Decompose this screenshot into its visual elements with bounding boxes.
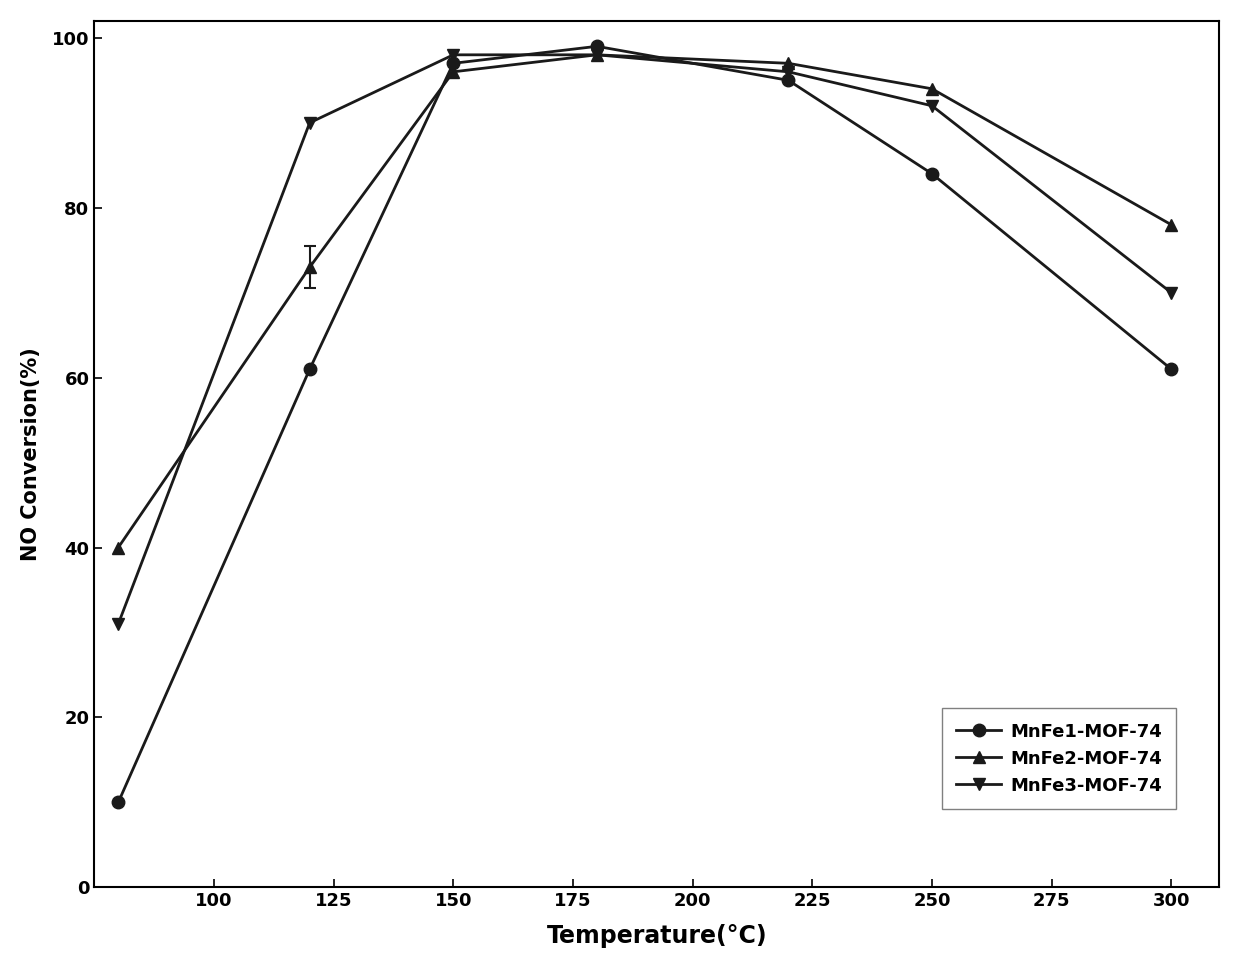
MnFe3-MOF-74 bbox=[1164, 287, 1179, 298]
MnFe2-MOF-74 bbox=[446, 66, 461, 78]
MnFe3-MOF-74 bbox=[925, 100, 940, 111]
Line: MnFe3-MOF-74: MnFe3-MOF-74 bbox=[112, 48, 1178, 630]
MnFe3-MOF-74 bbox=[589, 49, 604, 61]
MnFe1-MOF-74 bbox=[781, 75, 796, 86]
MnFe1-MOF-74 bbox=[1164, 363, 1179, 375]
X-axis label: Temperature(°C): Temperature(°C) bbox=[547, 924, 768, 949]
MnFe2-MOF-74 bbox=[589, 49, 604, 61]
MnFe1-MOF-74 bbox=[925, 168, 940, 179]
Y-axis label: NO Conversion(%): NO Conversion(%) bbox=[21, 347, 41, 561]
MnFe3-MOF-74 bbox=[446, 49, 461, 61]
MnFe2-MOF-74 bbox=[925, 83, 940, 95]
Line: MnFe2-MOF-74: MnFe2-MOF-74 bbox=[112, 48, 1178, 554]
MnFe2-MOF-74 bbox=[781, 57, 796, 69]
Line: MnFe1-MOF-74: MnFe1-MOF-74 bbox=[112, 40, 1178, 809]
MnFe1-MOF-74 bbox=[589, 41, 604, 52]
MnFe1-MOF-74 bbox=[446, 57, 461, 69]
MnFe2-MOF-74 bbox=[303, 262, 317, 273]
MnFe2-MOF-74 bbox=[1164, 219, 1179, 231]
MnFe1-MOF-74 bbox=[110, 797, 125, 808]
Legend: MnFe1-MOF-74, MnFe2-MOF-74, MnFe3-MOF-74: MnFe1-MOF-74, MnFe2-MOF-74, MnFe3-MOF-74 bbox=[941, 708, 1177, 809]
MnFe3-MOF-74 bbox=[110, 618, 125, 630]
MnFe3-MOF-74 bbox=[781, 66, 796, 78]
MnFe3-MOF-74 bbox=[303, 117, 317, 129]
MnFe1-MOF-74 bbox=[303, 363, 317, 375]
MnFe2-MOF-74 bbox=[110, 542, 125, 553]
